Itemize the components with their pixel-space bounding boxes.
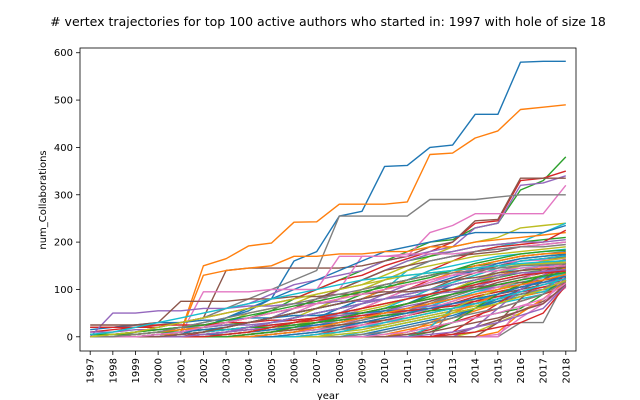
x-tick-label: 2000 [154,358,165,383]
series-line-6 [90,177,566,328]
series-line-95 [90,268,566,338]
x-tick-label: 2010 [380,358,391,383]
y-axis-label: num_Collaborations [38,150,49,249]
x-tick-label: 2011 [403,358,414,383]
x-tick-label: 2013 [448,358,459,383]
x-tick-label: 2016 [516,358,527,383]
plot-frame [79,47,577,352]
x-tick-label: 2005 [267,358,278,383]
x-tick-label: 2004 [244,358,255,383]
y-tick-label: 500 [54,96,73,107]
x-tick-label: 2003 [222,358,233,383]
x-axis-label: year [317,391,340,400]
chart-title: # vertex trajectories for top 100 active… [50,14,606,29]
x-tick-label: 2015 [493,358,504,383]
x-tick-label: 2012 [425,358,436,383]
x-tick-label: 2014 [471,358,482,383]
y-tick-label: 300 [54,190,73,201]
x-tick-label: 2009 [357,358,368,383]
x-axis: 1997 1998 1999 2000 2001 2002 2003 2004 2005 2006… [86,351,572,383]
y-tick-label: 200 [54,238,73,249]
series-lines [89,60,567,338]
y-tick-label: 100 [54,285,73,296]
y-tick-label: 600 [54,48,73,59]
x-tick-label: 1998 [108,358,119,383]
x-tick-label: 1999 [131,358,142,383]
y-tick-label: 400 [54,143,73,154]
series-line-100 [90,259,566,336]
series-line-98 [90,263,566,338]
series-line-66 [90,276,566,326]
x-tick-label: 2017 [539,358,550,383]
series-line-96 [90,266,566,338]
x-tick-label: 2002 [199,358,210,383]
x-tick-label: 2008 [335,358,346,383]
y-axis: 0 100 200 300 400 500 600 [54,48,80,343]
x-tick-label: 2006 [290,358,301,383]
series-line-83 [90,249,566,336]
x-tick-label: 2001 [176,358,187,383]
y-tick-label: 0 [67,332,73,343]
x-tick-label: 2007 [312,358,323,383]
series-line-97 [90,265,566,338]
x-tick-label: 1997 [86,358,97,383]
series-line-3 [90,156,567,336]
x-tick-label: 2018 [561,358,572,383]
series-line-65 [89,278,566,338]
